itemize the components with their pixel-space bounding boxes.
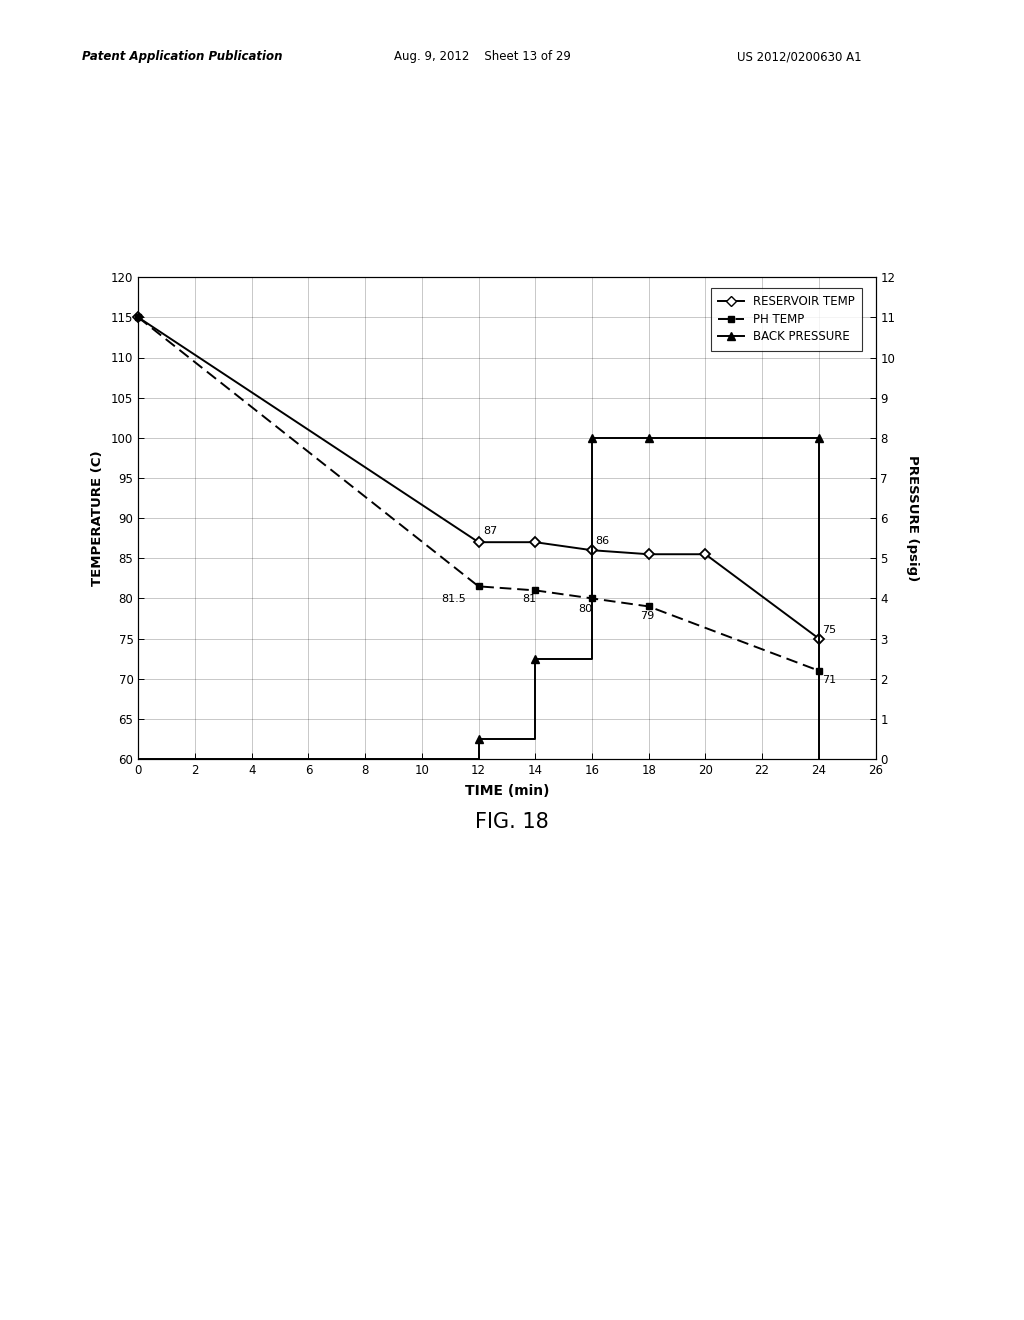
PH TEMP xyxy=(642,598,654,614)
Text: 81: 81 xyxy=(522,594,537,605)
Text: 80: 80 xyxy=(578,605,592,615)
Text: 87: 87 xyxy=(482,525,497,536)
Text: US 2012/0200630 A1: US 2012/0200630 A1 xyxy=(737,50,862,63)
RESERVOIR TEMP xyxy=(132,309,144,325)
PH TEMP xyxy=(529,582,542,598)
Text: 81.5: 81.5 xyxy=(441,594,466,605)
RESERVOIR TEMP xyxy=(529,535,542,550)
Text: Aug. 9, 2012    Sheet 13 of 29: Aug. 9, 2012 Sheet 13 of 29 xyxy=(394,50,571,63)
Y-axis label: TEMPERATURE (C): TEMPERATURE (C) xyxy=(91,450,104,586)
RESERVOIR TEMP xyxy=(586,543,598,558)
PH TEMP xyxy=(813,663,825,678)
Text: Patent Application Publication: Patent Application Publication xyxy=(82,50,283,63)
RESERVOIR TEMP xyxy=(472,535,484,550)
Text: 79: 79 xyxy=(640,611,654,620)
Legend: RESERVOIR TEMP, PH TEMP, BACK PRESSURE: RESERVOIR TEMP, PH TEMP, BACK PRESSURE xyxy=(711,288,862,351)
X-axis label: TIME (min): TIME (min) xyxy=(465,784,549,797)
Line: PH TEMP: PH TEMP xyxy=(135,314,822,675)
Text: 71: 71 xyxy=(821,675,836,685)
RESERVOIR TEMP xyxy=(699,546,712,562)
RESERVOIR TEMP xyxy=(813,631,825,647)
PH TEMP xyxy=(586,590,598,606)
Line: RESERVOIR TEMP: RESERVOIR TEMP xyxy=(135,314,822,642)
Text: FIG. 18: FIG. 18 xyxy=(475,812,549,832)
RESERVOIR TEMP xyxy=(642,546,654,562)
Text: 75: 75 xyxy=(821,624,836,635)
Y-axis label: PRESSURE (psig): PRESSURE (psig) xyxy=(906,455,920,581)
PH TEMP xyxy=(132,309,144,325)
Text: 86: 86 xyxy=(595,536,609,546)
PH TEMP xyxy=(472,578,484,594)
